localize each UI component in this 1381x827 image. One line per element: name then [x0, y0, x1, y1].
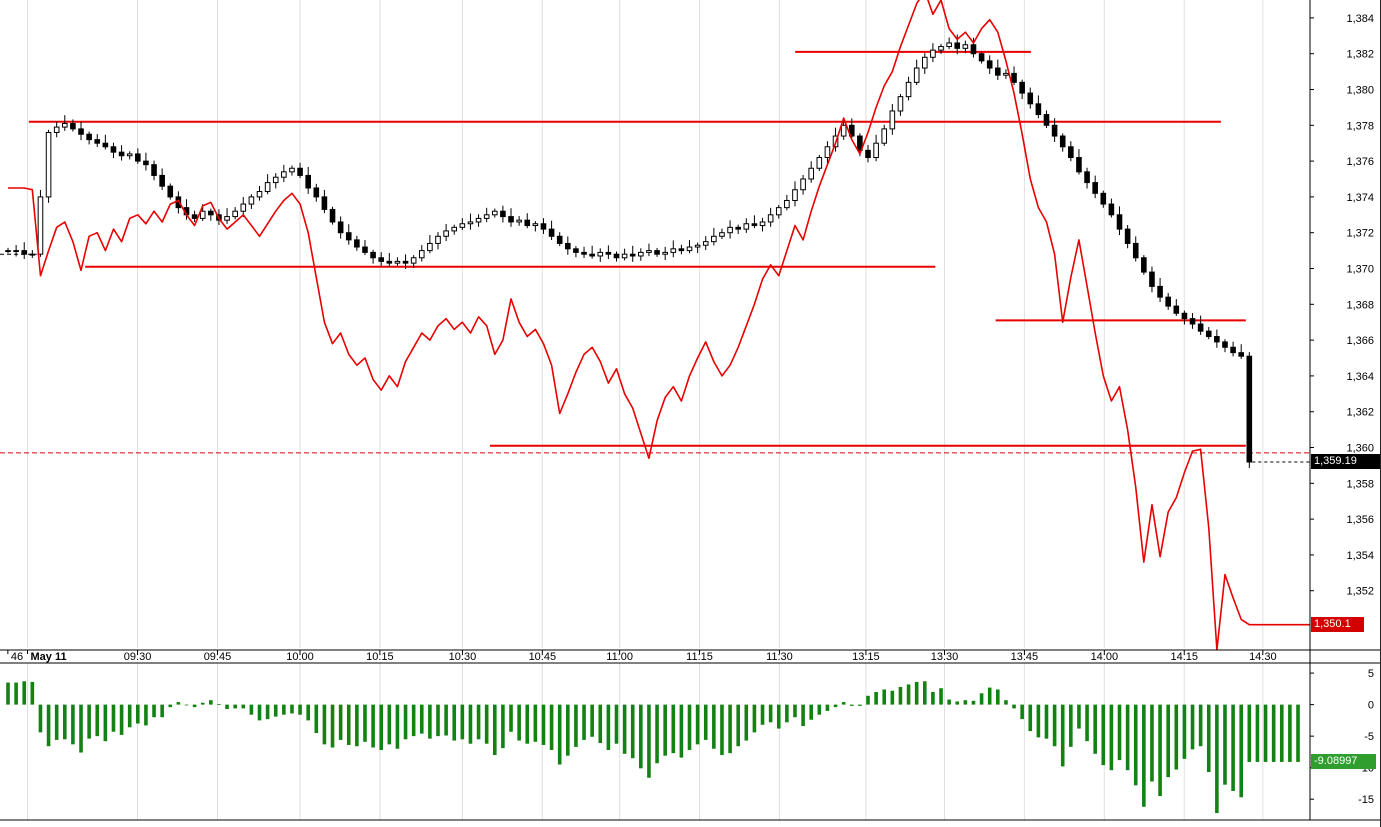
svg-text:1,362: 1,362	[1346, 407, 1374, 419]
svg-text:09:45: 09:45	[204, 651, 232, 663]
level-lines[interactable]	[28, 50, 1246, 447]
price-axis-labels[interactable]: 1,384 1,382 1,380 1,378 1,376 1,374 1,372 1,370…	[1310, 13, 1374, 598]
svg-text:10:00: 10:00	[286, 651, 314, 663]
grid-lines	[27, 0, 1264, 820]
svg-text:09:30: 09:30	[124, 651, 152, 663]
lower-axis-labels[interactable]: 50-5-10-15	[1310, 668, 1374, 806]
svg-text:1,360: 1,360	[1346, 443, 1374, 455]
line-last-price-badge: 1,350.1	[1311, 616, 1364, 632]
last-price-badge: 1,359.19	[1311, 454, 1380, 469]
svg-text:1,354: 1,354	[1346, 550, 1374, 562]
svg-text:0: 0	[1368, 700, 1374, 712]
svg-text:1,374: 1,374	[1346, 192, 1374, 204]
svg-text:13:45: 13:45	[1011, 651, 1039, 663]
spread-line-series[interactable]	[8, 0, 1310, 651]
svg-text:-15: -15	[1358, 794, 1374, 806]
svg-text:10:30: 10:30	[449, 651, 477, 663]
histogram-last-badge: -9.08997	[1311, 753, 1376, 769]
svg-text:11:30: 11:30	[766, 651, 793, 663]
svg-text:10:15: 10:15	[366, 651, 394, 663]
svg-text:1,364: 1,364	[1346, 371, 1374, 383]
svg-text:46: 46	[11, 651, 23, 663]
time-axis-labels[interactable]: 46 May 11 09:30 09:45 10:00 10:15 10:30 10:45 11…	[7, 650, 1277, 663]
svg-text:-5: -5	[1364, 731, 1374, 743]
svg-text:1,378: 1,378	[1346, 120, 1374, 132]
svg-text:1,366: 1,366	[1346, 335, 1374, 347]
svg-text:1,372: 1,372	[1346, 228, 1374, 240]
svg-text:13:30: 13:30	[931, 651, 959, 663]
svg-text:5: 5	[1368, 668, 1374, 680]
svg-text:May 11: May 11	[31, 651, 67, 663]
svg-text:1,376: 1,376	[1346, 156, 1374, 168]
svg-text:1,380: 1,380	[1346, 85, 1374, 97]
svg-text:13:15: 13:15	[852, 651, 880, 663]
histogram-series[interactable]	[6, 681, 1300, 814]
svg-text:1,382: 1,382	[1346, 49, 1374, 61]
svg-text:14:30: 14:30	[1249, 651, 1277, 663]
svg-text:11:15: 11:15	[686, 651, 713, 663]
svg-text:11:00: 11:00	[606, 651, 633, 663]
svg-text:1,356: 1,356	[1346, 514, 1374, 526]
svg-text:1,358: 1,358	[1346, 478, 1374, 490]
svg-text:1,352: 1,352	[1346, 586, 1374, 598]
svg-text:14:00: 14:00	[1091, 651, 1119, 663]
svg-text:1,370: 1,370	[1346, 264, 1374, 276]
candlestick-series[interactable]	[5, 34, 1253, 468]
svg-text:1,368: 1,368	[1346, 299, 1374, 311]
svg-text:1,384: 1,384	[1346, 13, 1374, 25]
svg-text:10:45: 10:45	[529, 651, 557, 663]
svg-text:14:15: 14:15	[1170, 651, 1198, 663]
